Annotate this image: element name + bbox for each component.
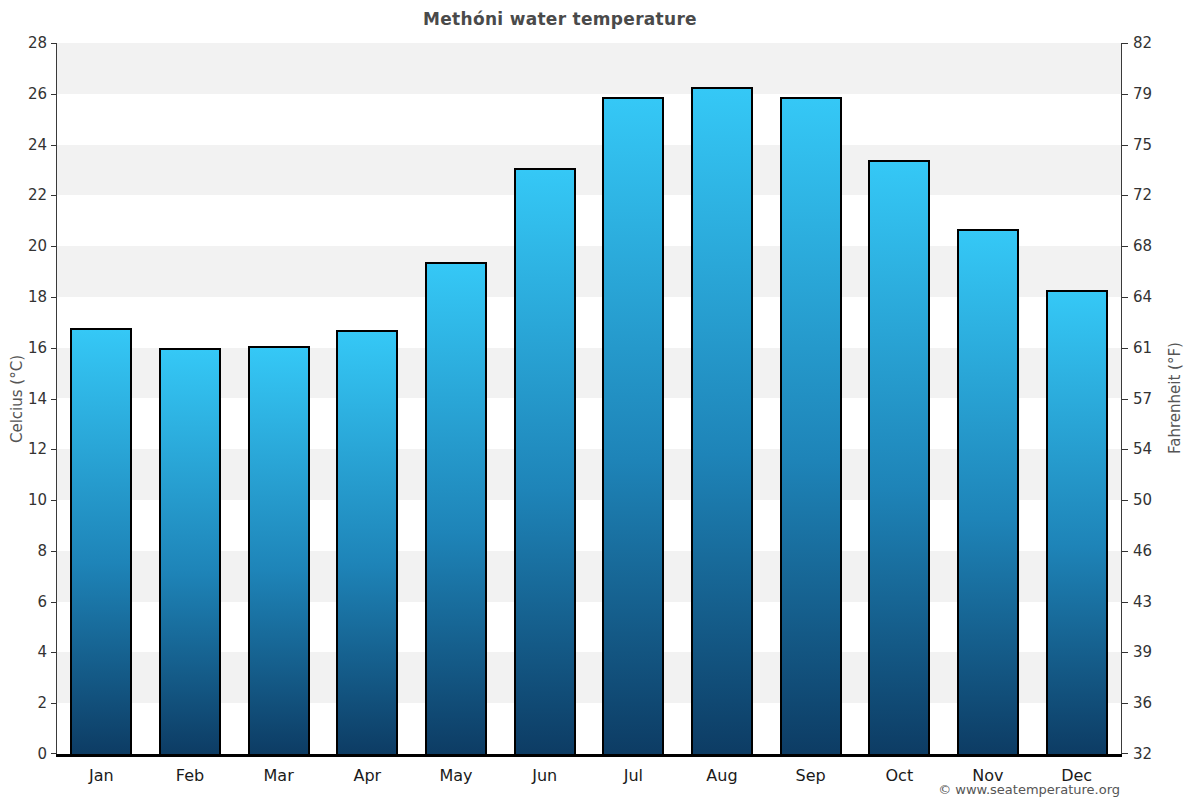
bar-mar — [248, 346, 310, 754]
x-tick-label-jun: Jun — [500, 766, 589, 785]
bar-apr — [336, 330, 398, 754]
axis-tick-mark — [1122, 602, 1128, 603]
axis-tick-mark — [1122, 703, 1128, 704]
bar-feb — [159, 348, 221, 754]
x-axis-line — [56, 754, 1122, 757]
bar-jun — [514, 168, 576, 754]
celsius-tick-label-16: 16 — [7, 339, 47, 357]
celsius-tick-label-22: 22 — [7, 186, 47, 204]
bar-sep — [780, 97, 842, 754]
celsius-tick-label-10: 10 — [7, 491, 47, 509]
axis-tick-mark — [1122, 551, 1128, 552]
celsius-tick-label-24: 24 — [7, 136, 47, 154]
fahrenheit-tick-label-39: 39 — [1133, 643, 1173, 661]
grid-band — [57, 145, 1121, 196]
celsius-tick-label-26: 26 — [7, 85, 47, 103]
chart-title: Methóni water temperature — [0, 9, 1120, 29]
celsius-tick-label-14: 14 — [7, 390, 47, 408]
grid-band — [57, 43, 1121, 94]
x-tick-label-jul: Jul — [589, 766, 678, 785]
fahrenheit-tick-label-50: 50 — [1133, 491, 1173, 509]
fahrenheit-tick-label-43: 43 — [1133, 593, 1173, 611]
celsius-tick-label-12: 12 — [7, 440, 47, 458]
axis-tick-mark — [1122, 399, 1128, 400]
celsius-tick-label-0: 0 — [7, 745, 47, 763]
celsius-tick-label-6: 6 — [7, 593, 47, 611]
celsius-tick-label-4: 4 — [7, 643, 47, 661]
axis-tick-mark — [1122, 652, 1128, 653]
y-axis-line-right — [1121, 43, 1122, 757]
axis-tick-mark — [1122, 449, 1128, 450]
fahrenheit-tick-label-61: 61 — [1133, 339, 1173, 357]
axis-tick-mark — [1122, 348, 1128, 349]
fahrenheit-tick-label-82: 82 — [1133, 34, 1173, 52]
bar-aug — [691, 87, 753, 754]
x-tick-label-aug: Aug — [678, 766, 767, 785]
axis-tick-mark — [1122, 195, 1128, 196]
water-temperature-chart: Methóni water temperature Celcius (°C) F… — [0, 0, 1200, 800]
axis-tick-mark — [1122, 753, 1128, 754]
x-tick-label-may: May — [412, 766, 501, 785]
axis-tick-mark — [1122, 43, 1128, 44]
bar-may — [425, 262, 487, 754]
bar-oct — [868, 160, 930, 754]
celsius-tick-label-8: 8 — [7, 542, 47, 560]
celsius-tick-label-28: 28 — [7, 34, 47, 52]
x-tick-label-mar: Mar — [234, 766, 323, 785]
celsius-tick-label-2: 2 — [7, 694, 47, 712]
bar-jul — [602, 97, 664, 754]
x-tick-label-sep: Sep — [766, 766, 855, 785]
axis-tick-mark — [1122, 246, 1128, 247]
fahrenheit-tick-label-68: 68 — [1133, 237, 1173, 255]
axis-tick-mark — [1122, 94, 1128, 95]
bar-dec — [1046, 290, 1108, 754]
bar-nov — [957, 229, 1019, 754]
x-tick-label-nov: Nov — [944, 766, 1033, 785]
fahrenheit-tick-label-54: 54 — [1133, 440, 1173, 458]
fahrenheit-tick-label-79: 79 — [1133, 85, 1173, 103]
x-tick-label-dec: Dec — [1032, 766, 1121, 785]
x-tick-label-apr: Apr — [323, 766, 412, 785]
fahrenheit-tick-label-32: 32 — [1133, 745, 1173, 763]
bar-jan — [70, 328, 132, 754]
axis-tick-mark — [1122, 145, 1128, 146]
plot-area — [57, 43, 1121, 754]
x-tick-label-oct: Oct — [855, 766, 944, 785]
fahrenheit-tick-label-75: 75 — [1133, 136, 1173, 154]
axis-tick-mark — [1122, 297, 1128, 298]
fahrenheit-tick-label-57: 57 — [1133, 390, 1173, 408]
grid-band — [57, 94, 1121, 145]
x-tick-label-jan: Jan — [57, 766, 146, 785]
axis-tick-mark — [1122, 500, 1128, 501]
celsius-tick-label-20: 20 — [7, 237, 47, 255]
fahrenheit-tick-label-64: 64 — [1133, 288, 1173, 306]
fahrenheit-tick-label-36: 36 — [1133, 694, 1173, 712]
fahrenheit-tick-label-72: 72 — [1133, 186, 1173, 204]
y-axis-line-left — [56, 43, 57, 757]
fahrenheit-tick-label-46: 46 — [1133, 542, 1173, 560]
x-tick-label-feb: Feb — [146, 766, 235, 785]
celsius-tick-label-18: 18 — [7, 288, 47, 306]
